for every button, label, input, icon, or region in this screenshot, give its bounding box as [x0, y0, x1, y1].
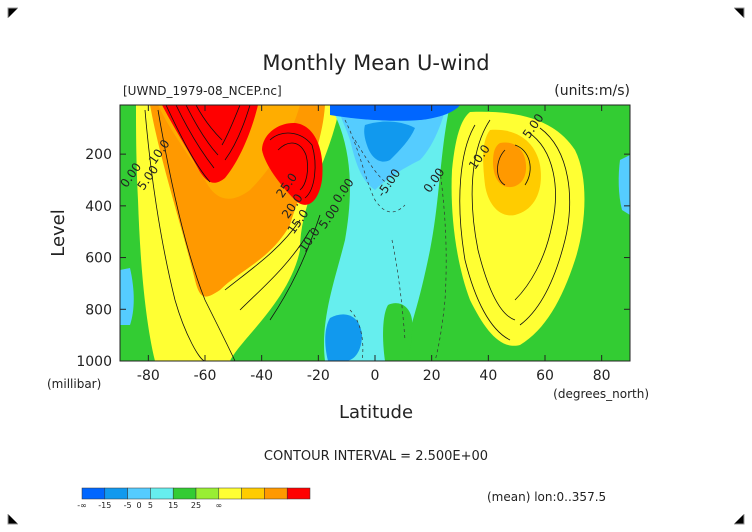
- contour-interval: CONTOUR INTERVAL = 2.500E+00: [264, 449, 488, 464]
- x-tick-label: 0: [371, 368, 380, 384]
- y-axis-units: (millibar): [47, 377, 101, 391]
- colorbar-label: -15: [98, 501, 111, 510]
- fill-25-plus-subtropical-jet: [262, 122, 323, 205]
- x-tick-label: -60: [194, 368, 217, 384]
- contour-lines: [144, 105, 571, 361]
- colorbar-swatch: [104, 487, 128, 500]
- y-axis: 200 400 600 800 1000: [76, 147, 630, 370]
- colorbar-label: 15: [168, 501, 178, 510]
- contour-lines-dashed: [344, 119, 447, 361]
- file-label: [UWND_1979-08_NCEP.nc]: [123, 84, 282, 98]
- colorbar-swatch: [218, 487, 242, 500]
- y-tick-label: 800: [85, 302, 112, 318]
- fill-neg-lower: [325, 314, 362, 361]
- x-tick-label: 20: [423, 368, 441, 384]
- x-axis: -80 -60 -40 -20 0 20 40 60 80: [137, 105, 611, 384]
- fill-20-plus-nh: [493, 142, 527, 188]
- y-tick-label: 600: [85, 251, 112, 267]
- fill-neg-tropics: [324, 105, 450, 361]
- corner-marks: [7, 7, 745, 525]
- colorbar-label: ∞: [215, 501, 222, 510]
- x-tick-label: -40: [250, 368, 273, 384]
- colorbar-swatch: [127, 487, 151, 500]
- colorbar-swatch: [81, 487, 106, 500]
- y-tick-label: 200: [85, 147, 112, 163]
- chart-title: Monthly Mean U-wind: [262, 51, 489, 75]
- x-tick-label: 60: [536, 368, 554, 384]
- colorbar-swatch: [172, 487, 197, 500]
- fill-neg-polar-south: [120, 268, 134, 325]
- y-axis-label: Level: [48, 209, 69, 257]
- x-axis-label: Latitude: [339, 402, 413, 423]
- x-tick-label: -20: [307, 368, 330, 384]
- footnote: (mean) lon:0..357.5: [487, 490, 606, 504]
- colorbar-swatch: [241, 487, 265, 500]
- colorbar-label: 25: [191, 501, 201, 510]
- colorbar-label: 5: [148, 501, 153, 510]
- x-tick-label: 40: [479, 368, 497, 384]
- y-tick-label: 1000: [76, 354, 112, 370]
- x-tick-label: 80: [593, 368, 611, 384]
- fill-0-5-north-tropics: [383, 303, 413, 361]
- x-tick-label: -80: [137, 368, 160, 384]
- colorbar-swatch: [150, 487, 174, 500]
- x-axis-units: (degrees_north): [553, 387, 649, 401]
- colorbar-label: 0: [136, 501, 141, 510]
- fill-neg-top: [330, 105, 460, 121]
- plot-area: [120, 105, 630, 361]
- colorbar-label: -∞: [77, 501, 87, 510]
- y-tick-label: 400: [85, 199, 112, 215]
- colorbar: -∞ -15 -5 0 5 15 25 ∞: [77, 487, 311, 510]
- fill-neg-core: [364, 121, 415, 162]
- colorbar-label: -5: [124, 501, 132, 510]
- colorbar-swatch: [195, 487, 220, 500]
- colorbar-swatch: [286, 487, 311, 500]
- units-label: (units:m/s): [554, 83, 630, 99]
- colorbar-swatch: [264, 487, 288, 500]
- fill-neg-polar-north: [618, 155, 630, 215]
